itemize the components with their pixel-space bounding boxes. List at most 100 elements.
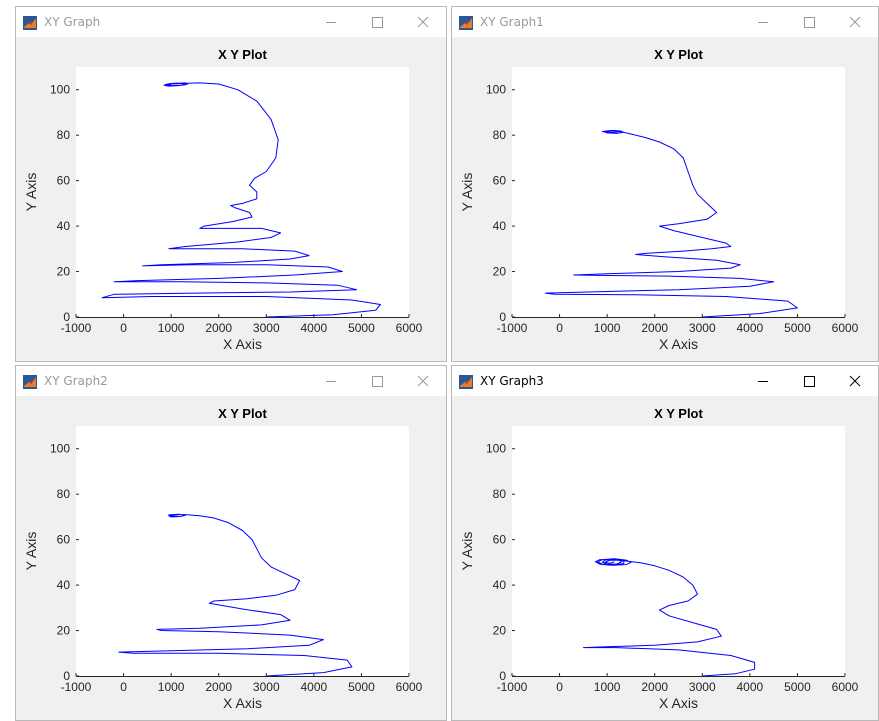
title-bar[interactable]: XY Graph2: [16, 366, 446, 396]
y-tick-label: 20: [493, 624, 507, 638]
window-xy-graph3[interactable]: XY Graph3 X Y Plot -1000 0 1000 2000 3000 4000…: [451, 365, 879, 721]
x-tick-label: 5000: [348, 680, 375, 694]
x-tick-label: 3000: [253, 680, 280, 694]
axes-area: [76, 67, 409, 317]
x-tick-label: 4000: [737, 321, 764, 335]
maximize-button[interactable]: [786, 366, 832, 396]
y-tick-label: 80: [57, 487, 71, 501]
x-tick-label: 2000: [641, 321, 668, 335]
x-tick-label: -1000: [497, 680, 528, 694]
x-axis-label: X Axis: [223, 695, 262, 711]
chart-title: X Y Plot: [218, 406, 267, 421]
y-tick-label: 80: [493, 128, 507, 142]
axes-area: [76, 426, 409, 676]
xy-plot: X Y Plot-1000 0 1000 2000 3000 4000 5000 600002…: [459, 47, 859, 352]
minimize-icon: [758, 381, 768, 382]
maximize-icon: [804, 17, 815, 28]
x-tick-label: 4000: [301, 680, 328, 694]
maximize-button[interactable]: [786, 7, 832, 37]
y-tick-label: 20: [493, 265, 507, 279]
xy-plot: X Y Plot-1000 0 1000 2000 3000 4000 5000 600002…: [459, 406, 859, 711]
x-tick-label: 0: [120, 680, 127, 694]
y-tick-label: 100: [50, 442, 70, 456]
close-button[interactable]: [400, 366, 446, 396]
y-tick-label: 40: [57, 219, 71, 233]
y-tick-label: 80: [57, 128, 71, 142]
y-tick-label: 100: [50, 83, 70, 97]
minimize-icon: [326, 22, 336, 23]
matlab-icon: [23, 16, 37, 30]
x-tick-label: -1000: [497, 321, 528, 335]
y-tick-label: 60: [57, 174, 71, 188]
chart-title: X Y Plot: [654, 406, 703, 421]
y-tick-label: 100: [486, 442, 506, 456]
axes-area: [512, 426, 845, 676]
x-tick-label: 5000: [784, 680, 811, 694]
close-button[interactable]: [400, 7, 446, 37]
y-tick-label: 60: [493, 533, 507, 547]
window-title: XY Graph3: [480, 374, 544, 388]
x-tick-label: 1000: [594, 321, 621, 335]
maximize-icon: [372, 376, 383, 387]
window-xy-graph1[interactable]: XY Graph1 X Y Plot -1000 0 1000 2000 3000 4000…: [451, 6, 879, 362]
minimize-icon: [326, 381, 336, 382]
x-tick-label: 6000: [396, 321, 423, 335]
close-button[interactable]: [832, 366, 878, 396]
series-line: [544, 130, 798, 318]
series-line: [582, 558, 756, 677]
y-axis-label: Y Axis: [459, 532, 475, 571]
minimize-button[interactable]: [740, 366, 786, 396]
y-tick-label: 0: [63, 310, 70, 324]
x-tick-label: 2000: [641, 680, 668, 694]
y-axis-label: Y Axis: [459, 173, 475, 212]
x-tick-label: 6000: [396, 680, 423, 694]
x-tick-label: 4000: [737, 680, 764, 694]
minimize-button[interactable]: [740, 7, 786, 37]
matlab-icon: [459, 375, 473, 389]
y-tick-label: 80: [493, 487, 507, 501]
window-title: XY Graph: [44, 15, 101, 29]
x-tick-label: 3000: [689, 321, 716, 335]
x-tick-label: 3000: [689, 680, 716, 694]
window-xy-graph2[interactable]: XY Graph2 X Y Plot -1000 0 1000 2000 3000 4000…: [15, 365, 447, 721]
x-tick-label: 2000: [205, 321, 232, 335]
title-bar[interactable]: XY Graph: [16, 7, 446, 37]
close-icon: [417, 375, 429, 387]
x-tick-label: -1000: [61, 321, 92, 335]
window-title: XY Graph1: [480, 15, 544, 29]
x-tick-label: 4000: [301, 321, 328, 335]
window-title: XY Graph2: [44, 374, 108, 388]
close-icon: [849, 375, 861, 387]
x-tick-label: 0: [120, 321, 127, 335]
x-axis-label: X Axis: [659, 336, 698, 352]
close-button[interactable]: [832, 7, 878, 37]
y-tick-label: 0: [499, 310, 506, 324]
x-tick-label: -1000: [61, 680, 92, 694]
y-tick-label: 100: [486, 83, 506, 97]
y-tick-label: 0: [499, 669, 506, 683]
window-xy-graph[interactable]: XY Graph X Y Plot -1000 0 1000 2000 3000 4000 5…: [15, 6, 447, 362]
maximize-button[interactable]: [354, 7, 400, 37]
x-tick-label: 0: [556, 680, 563, 694]
minimize-button[interactable]: [308, 366, 354, 396]
maximize-icon: [372, 17, 383, 28]
x-tick-label: 3000: [253, 321, 280, 335]
title-bar[interactable]: XY Graph3: [452, 366, 878, 396]
y-tick-label: 20: [57, 265, 71, 279]
matlab-icon: [23, 375, 37, 389]
y-tick-label: 0: [63, 669, 70, 683]
minimize-button[interactable]: [308, 7, 354, 37]
x-tick-label: 2000: [205, 680, 232, 694]
maximize-button[interactable]: [354, 366, 400, 396]
x-tick-label: 6000: [832, 680, 859, 694]
title-bar[interactable]: XY Graph1: [452, 7, 878, 37]
x-tick-label: 0: [556, 321, 563, 335]
y-tick-label: 40: [57, 578, 71, 592]
chart-title: X Y Plot: [654, 47, 703, 62]
series-line: [101, 82, 381, 318]
series-line: [118, 513, 353, 677]
y-tick-label: 60: [493, 174, 507, 188]
y-axis-label: Y Axis: [23, 532, 39, 571]
axes-area: [512, 67, 845, 317]
x-tick-label: 1000: [158, 680, 185, 694]
